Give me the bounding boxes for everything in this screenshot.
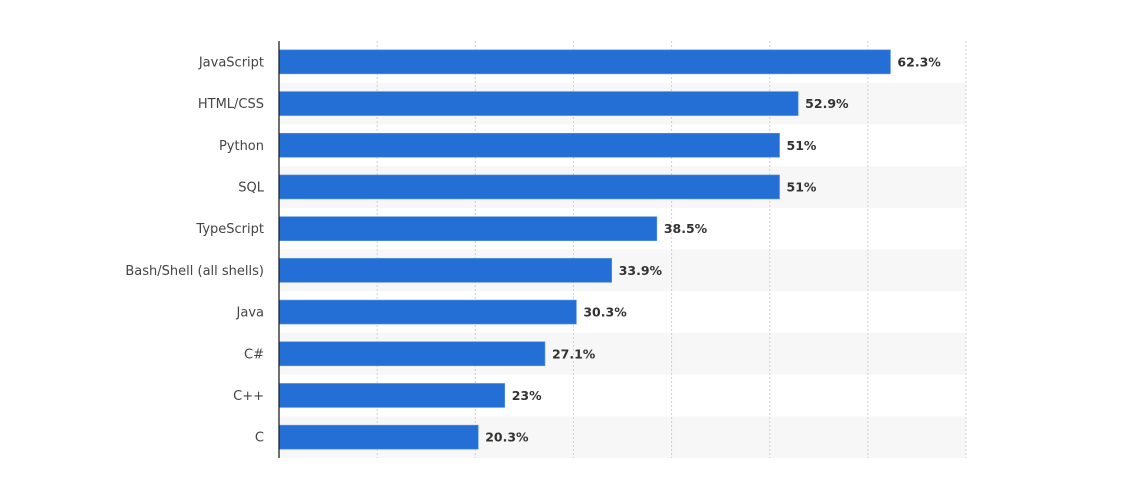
category-label: SQL bbox=[238, 180, 264, 195]
value-label: 52.9% bbox=[805, 96, 849, 111]
category-label: C# bbox=[244, 347, 264, 362]
bar bbox=[278, 258, 613, 283]
value-label: 23% bbox=[512, 388, 542, 403]
category-label: C bbox=[255, 431, 264, 446]
category-label: HTML/CSS bbox=[198, 97, 264, 112]
value-label: 62.3% bbox=[897, 54, 941, 69]
value-label: 20.3% bbox=[485, 430, 529, 445]
value-label: 51% bbox=[787, 179, 817, 194]
value-label: 51% bbox=[787, 138, 817, 153]
bar bbox=[278, 424, 479, 450]
value-label: 30.3% bbox=[583, 305, 627, 320]
bar bbox=[278, 49, 891, 75]
bar bbox=[278, 132, 780, 158]
bar bbox=[278, 216, 658, 241]
value-label: 27.1% bbox=[552, 346, 596, 361]
category-label: JavaScript bbox=[198, 55, 264, 70]
bar bbox=[278, 299, 577, 325]
bar bbox=[278, 174, 780, 200]
value-label: 33.9% bbox=[619, 263, 663, 278]
value-label: 38.5% bbox=[664, 221, 708, 236]
bar bbox=[278, 91, 799, 116]
category-label: Bash/Shell (all shells) bbox=[125, 264, 264, 279]
category-label: Python bbox=[219, 139, 264, 154]
bar bbox=[278, 383, 506, 408]
category-label: C++ bbox=[233, 389, 264, 404]
bar bbox=[278, 341, 546, 367]
category-label: Java bbox=[236, 306, 264, 321]
category-label: TypeScript bbox=[195, 222, 264, 237]
